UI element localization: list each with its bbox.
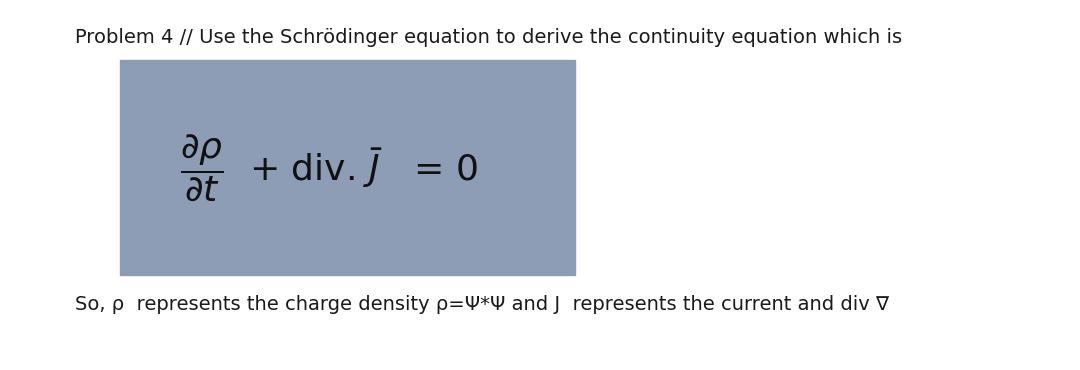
Text: So, ρ  represents the charge density ρ=Ψ*Ψ and J  represents the current and div: So, ρ represents the charge density ρ=Ψ*…	[75, 295, 889, 314]
Text: Problem 4 // Use the Schrödinger equation to derive the continuity equation whic: Problem 4 // Use the Schrödinger equatio…	[75, 28, 902, 47]
FancyBboxPatch shape	[120, 60, 575, 275]
Text: $\dfrac{\partial \rho}{\partial t}$  + div. $\bar{J}$   = 0: $\dfrac{\partial \rho}{\partial t}$ + di…	[180, 132, 477, 203]
